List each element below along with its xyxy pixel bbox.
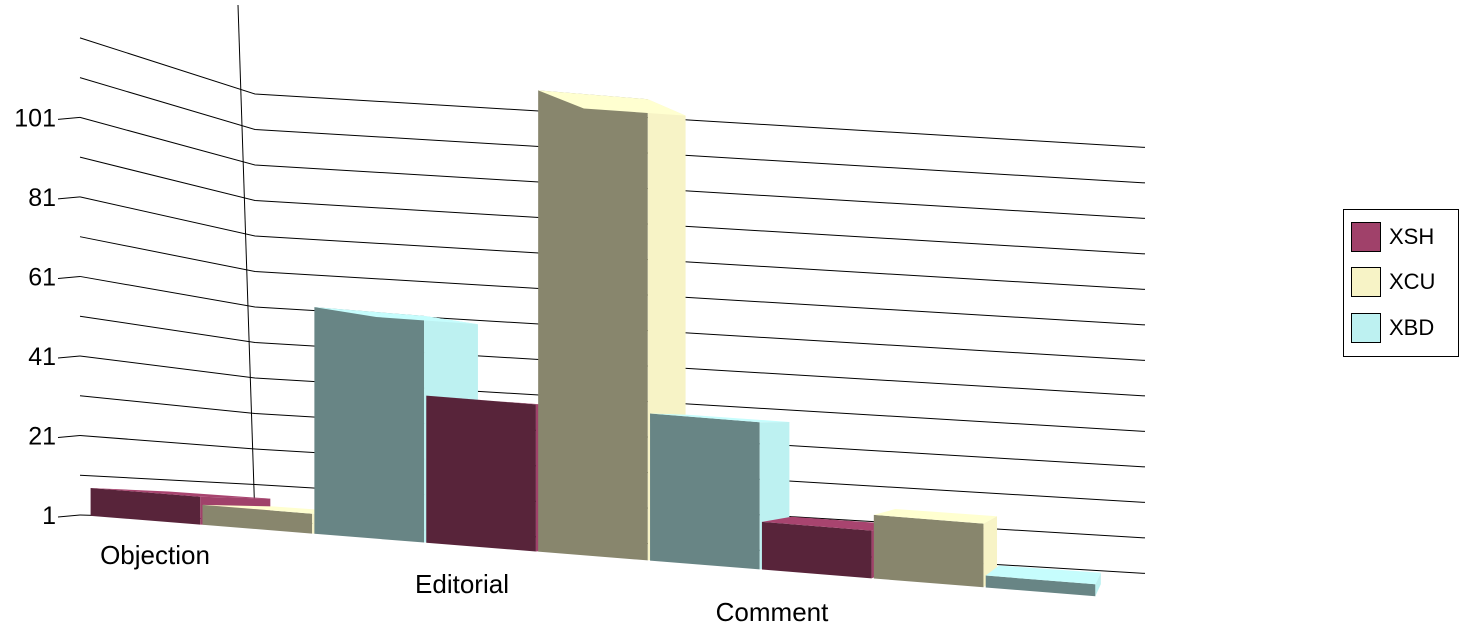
- legend-swatch-xbd: [1351, 313, 1381, 343]
- legend-label-xbd: XBD: [1389, 315, 1435, 340]
- bar-xbd-comment: [985, 565, 1101, 597]
- y-tick: [57, 116, 81, 120]
- y-tick-label: 81: [28, 184, 56, 212]
- bar-front-face: [202, 504, 313, 534]
- gridline: [79, 275, 1146, 361]
- bar-top-face: [314, 307, 478, 325]
- gridline: [79, 236, 1146, 326]
- y-tick-label: 101: [14, 104, 56, 132]
- bar-side-face: [983, 516, 998, 588]
- bar-xcu-comment: [873, 508, 998, 588]
- gridline: [79, 315, 1146, 397]
- legend-item-xbd: XBD: [1351, 313, 1434, 343]
- bar-xsh-comment: [761, 516, 894, 579]
- bar-top-face: [761, 516, 894, 531]
- category-label: Comment: [716, 597, 829, 627]
- gridline: [79, 116, 1146, 219]
- bar-front-face: [538, 90, 648, 561]
- category-labels: Objection Editorial Comment: [100, 540, 829, 627]
- bar-side-face: [1095, 572, 1101, 597]
- bars: [90, 90, 1101, 597]
- category-label: Objection: [100, 540, 210, 570]
- bar-front-face: [650, 413, 760, 570]
- bar-front-face: [90, 488, 201, 525]
- gridline: [79, 474, 1146, 539]
- bar-front-face: [314, 307, 425, 543]
- legend-label-xsh: XSH: [1389, 224, 1435, 249]
- y-tick: [57, 514, 81, 518]
- legend-label-xcu: XCU: [1389, 269, 1436, 294]
- gridline: [79, 156, 1146, 255]
- legend-item-xcu: XCU: [1351, 267, 1435, 297]
- gridline: [79, 37, 1146, 148]
- gridline: [79, 434, 1146, 503]
- y-axis: 1 21 41 61 81 101: [14, 104, 81, 530]
- y-tick-label: 61: [28, 263, 56, 291]
- bar-front-face: [985, 575, 1096, 597]
- bar-top-face: [90, 488, 271, 499]
- y-tick-label: 1: [42, 502, 56, 530]
- legend: XSH XCU XBD: [1343, 209, 1459, 357]
- gridline: [79, 355, 1146, 432]
- y-tick-label: 21: [28, 422, 56, 450]
- y-tick: [57, 355, 81, 359]
- bar-top-face: [650, 413, 790, 423]
- y-tick-label: 41: [28, 343, 56, 371]
- y-tick: [57, 275, 81, 279]
- gridline: [79, 196, 1146, 290]
- gridline: [79, 395, 1146, 468]
- gridlines: [79, 4, 1146, 574]
- bar-xsh-objection: [90, 488, 271, 526]
- bar-top-face: [538, 90, 686, 116]
- bar-front-face: [761, 521, 872, 579]
- bar-front-face: [873, 514, 984, 588]
- legend-swatch-xcu: [1351, 267, 1381, 297]
- legend-swatch-xsh: [1351, 222, 1381, 252]
- category-label: Editorial: [415, 569, 509, 599]
- y-tick: [57, 434, 81, 438]
- y-tick: [57, 196, 81, 200]
- legend-item-xsh: XSH: [1351, 222, 1434, 252]
- back-wall-edge: [237, 4, 256, 521]
- bar-top-face: [985, 565, 1101, 585]
- gridline: [79, 77, 1146, 184]
- bar-top-face: [873, 508, 998, 524]
- bar-front-face: [426, 395, 536, 552]
